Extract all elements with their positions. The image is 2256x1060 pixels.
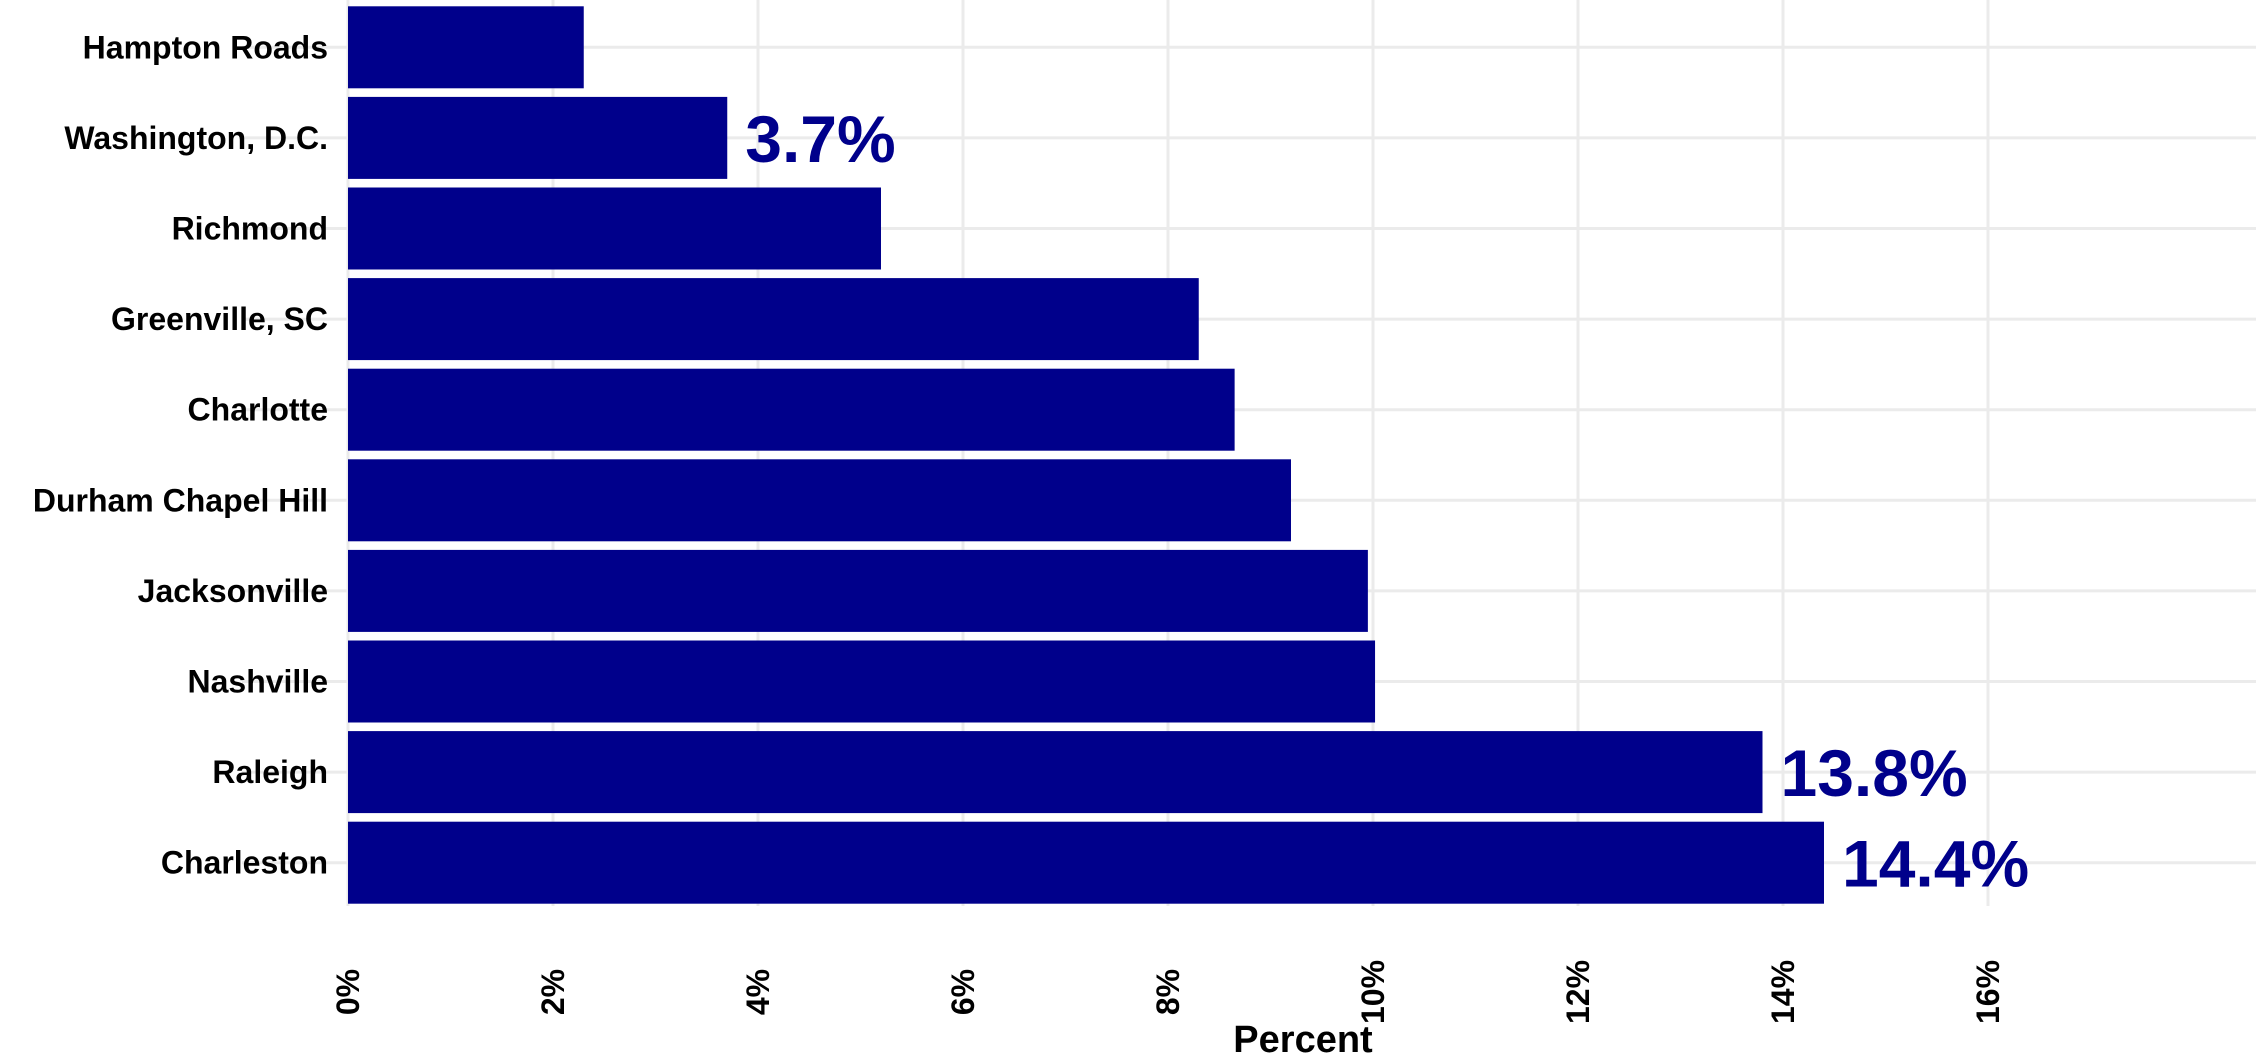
bar bbox=[348, 821, 1824, 904]
data-label: 13.8% bbox=[1781, 736, 1968, 810]
x-tick-label: 2% bbox=[535, 969, 571, 1015]
data-label: 14.4% bbox=[1842, 827, 2029, 901]
x-tick-label: 12% bbox=[1560, 960, 1596, 1024]
x-tick-label: 6% bbox=[945, 969, 981, 1015]
bar bbox=[348, 96, 728, 179]
x-tick-label: 0% bbox=[330, 969, 366, 1015]
bar bbox=[348, 278, 1199, 361]
bar bbox=[348, 187, 881, 270]
category-label: Nashville bbox=[187, 664, 328, 700]
x-tick-label: 10% bbox=[1355, 960, 1391, 1024]
category-label: Jacksonville bbox=[138, 573, 328, 609]
bar bbox=[348, 6, 584, 89]
bar bbox=[348, 640, 1376, 723]
category-label: Raleigh bbox=[212, 754, 328, 790]
category-labels: Hampton Roads Washington, D.C. Richmond Gre… bbox=[33, 29, 328, 880]
category-label: Durham Chapel Hill bbox=[33, 482, 328, 518]
bar-layer bbox=[348, 6, 1824, 904]
x-tick-label: 16% bbox=[1970, 960, 2006, 1024]
x-tick-label: 8% bbox=[1150, 969, 1186, 1015]
category-label: Richmond bbox=[172, 211, 328, 247]
data-label: 3.7% bbox=[745, 102, 895, 176]
category-label: Washington, D.C. bbox=[64, 120, 328, 156]
bar bbox=[348, 549, 1368, 632]
bar bbox=[348, 368, 1235, 451]
data-labels: 3.7% 13.8% 14.4% bbox=[745, 102, 2029, 901]
category-label: Hampton Roads bbox=[83, 29, 328, 65]
x-tick-label: 14% bbox=[1765, 960, 1801, 1024]
x-tick-labels: 0% 2% 4% 6% 8% 10% 12% 14% 16% bbox=[330, 960, 2006, 1024]
x-axis-title: Percent bbox=[1233, 1019, 1373, 1060]
category-label: Charlotte bbox=[188, 392, 328, 428]
x-tick-label: 4% bbox=[740, 969, 776, 1015]
bar bbox=[348, 731, 1763, 814]
category-label: Charleston bbox=[161, 845, 328, 881]
category-label: Greenville, SC bbox=[111, 301, 328, 337]
bar bbox=[348, 459, 1291, 542]
